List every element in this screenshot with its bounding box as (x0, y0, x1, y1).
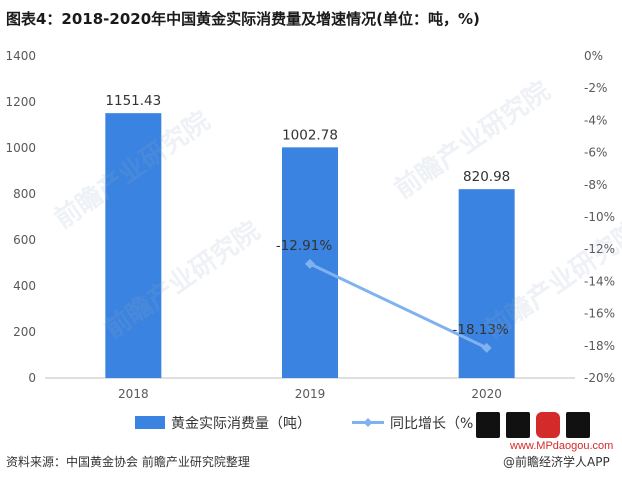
watermark-url: www.MPdaogou.com (510, 440, 614, 452)
growth-data-label: -18.13% (452, 322, 509, 338)
x-tick-label: 2020 (471, 387, 502, 401)
y-left-tick-label: 1400 (5, 49, 36, 63)
y-left-tick-label: 800 (13, 187, 36, 201)
chart-title: 图表4：2018-2020年中国黄金实际消费量及增速情况(单位：吨，%) (6, 10, 480, 28)
y-right-tick-label: -2% (584, 81, 607, 95)
y-right-tick-label: -6% (584, 146, 607, 160)
y-right-tick-label: -20% (584, 371, 615, 385)
legend-label-bar: 黄金实际消费量（吨） (171, 415, 311, 432)
growth-point (305, 258, 315, 269)
watermark-logo (476, 408, 610, 444)
y-right-tick-label: -4% (584, 113, 607, 127)
y-left-tick-label: 1000 (5, 141, 36, 155)
growth-point (481, 342, 492, 353)
legend-swatch-bar (135, 416, 165, 429)
bar-data-label: 820.98 (463, 169, 510, 185)
source-note: 资料来源：中国黄金协会 前瞻产业研究院整理 (6, 455, 250, 469)
y-right-tick-label: -12% (584, 242, 615, 256)
y-left-tick-label: 1200 (5, 95, 36, 109)
y-left-tick-label: 400 (13, 279, 36, 293)
y-right-tick-label: -14% (584, 274, 615, 288)
legend-label-line: 同比增长（% (390, 416, 473, 432)
x-tick-label: 2018 (118, 387, 149, 401)
y-left-tick-label: 600 (13, 233, 36, 247)
bar-data-label: 1002.78 (282, 127, 338, 143)
y-left-tick-label: 200 (13, 325, 36, 339)
x-tick-label: 2019 (295, 387, 326, 401)
y-right-tick-label: -10% (584, 210, 615, 224)
bar (105, 113, 162, 379)
credit-note: @前瞻经济学人APP (503, 455, 610, 469)
growth-data-label: -12.91% (276, 238, 333, 254)
legend-swatch-marker (363, 418, 373, 427)
bar-data-label: 1151.43 (105, 93, 161, 109)
y-right-tick-label: -18% (584, 339, 615, 353)
y-right-tick-label: -8% (584, 178, 607, 192)
y-right-tick-label: -16% (584, 307, 615, 321)
growth-line (309, 262, 488, 350)
y-right-tick-label: 0% (584, 49, 603, 63)
y-left-tick-label: 0 (28, 371, 36, 385)
